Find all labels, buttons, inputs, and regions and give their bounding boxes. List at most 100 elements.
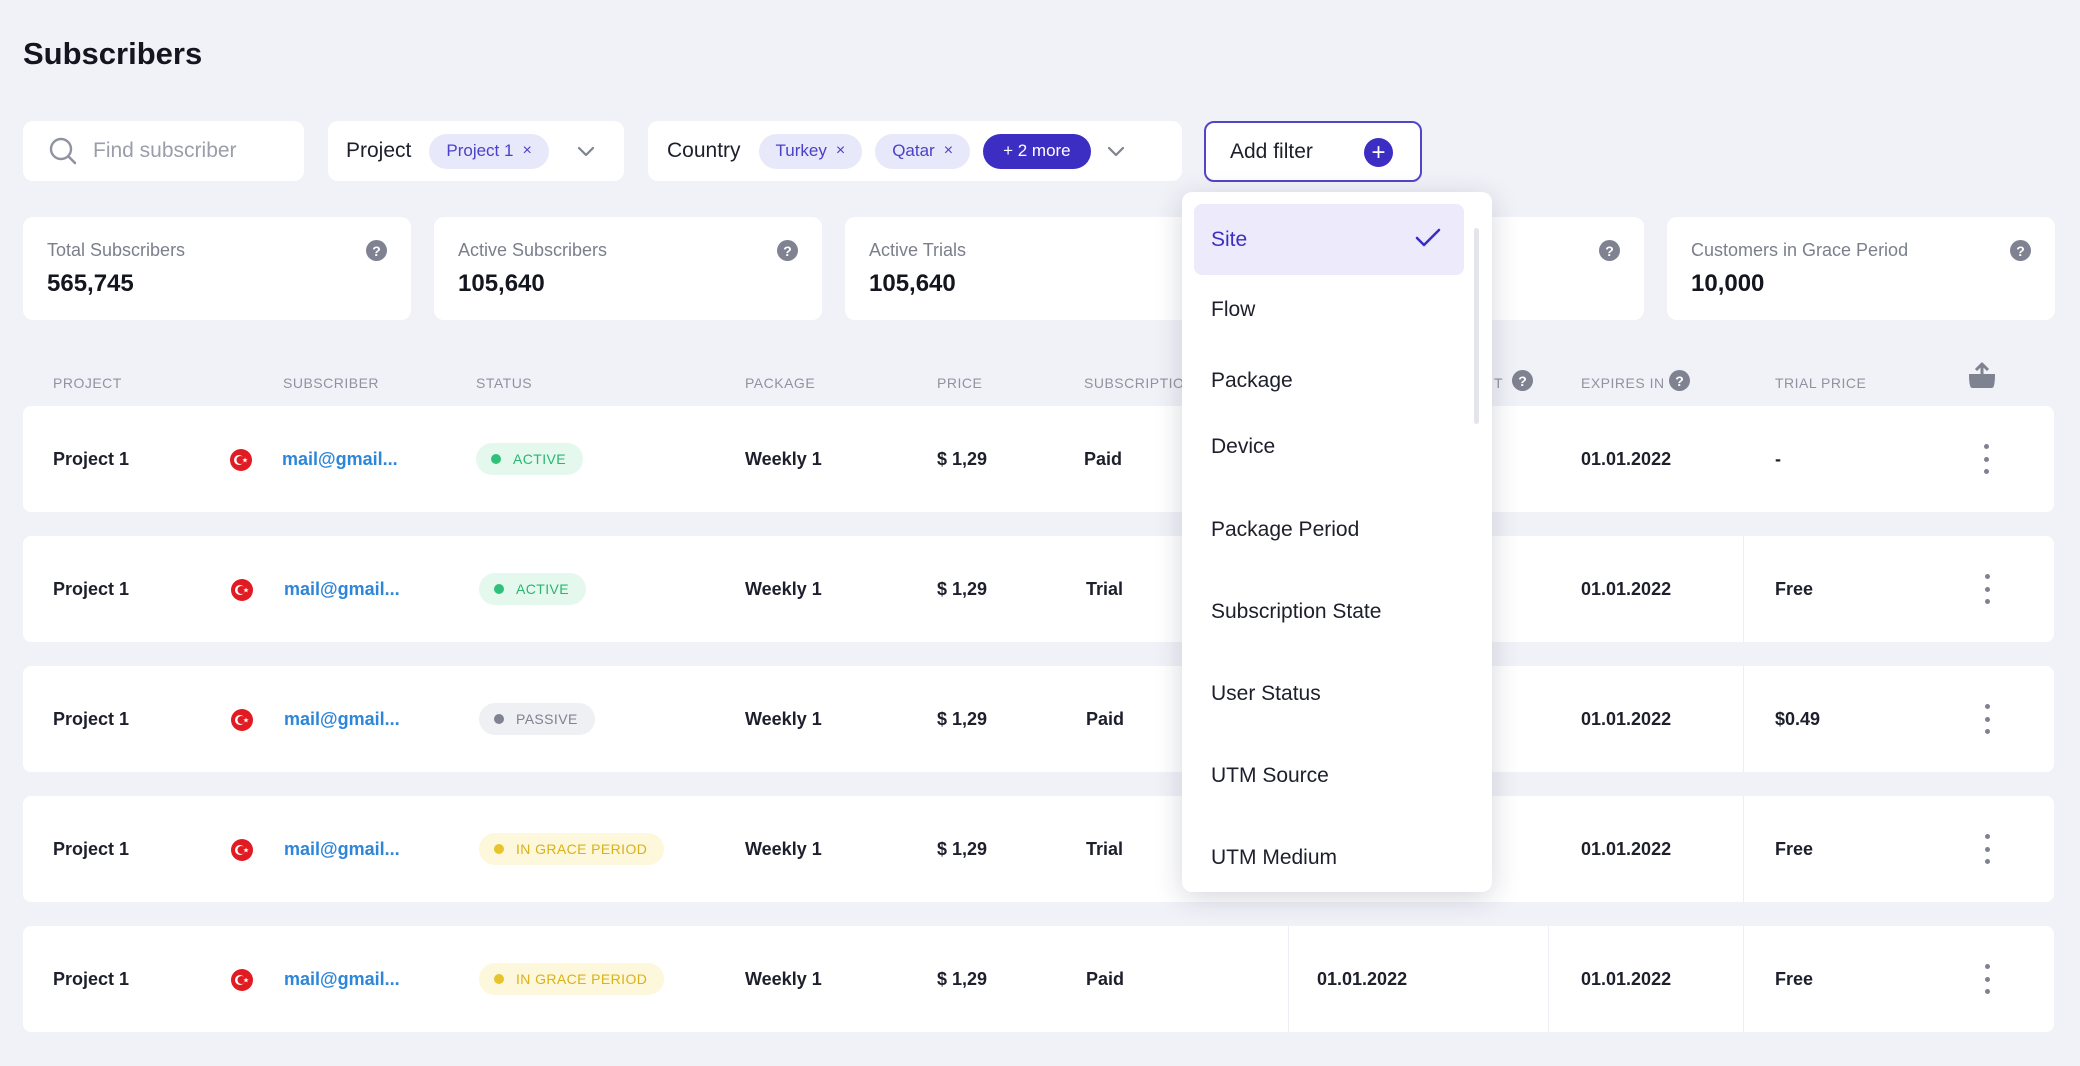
turkey-flag-icon bbox=[230, 449, 252, 471]
project-filter[interactable]: Project Project 1 × bbox=[328, 121, 624, 181]
more-vertical-icon[interactable] bbox=[1981, 444, 1991, 474]
more-vertical-icon[interactable] bbox=[1982, 964, 1992, 994]
dropdown-item-flow[interactable]: Flow bbox=[1211, 298, 1256, 321]
stat-label: Active Trials bbox=[869, 240, 967, 260]
stat-card-grace-period: Customers in Grace Period 10,000 ? bbox=[1667, 217, 2055, 320]
price-cell: $ 1,29 bbox=[937, 838, 988, 859]
col-header-subscriber[interactable]: SUBSCRIBER bbox=[283, 375, 380, 391]
column-divider bbox=[1288, 926, 1289, 1032]
col-header-project[interactable]: PROJECT bbox=[53, 375, 122, 391]
project-cell: Project 1 bbox=[53, 838, 130, 859]
turkey-flag-icon bbox=[231, 579, 253, 601]
price-cell: $ 1,29 bbox=[937, 448, 988, 469]
country-filter[interactable]: Country Turkey × Qatar × + 2 more bbox=[648, 121, 1182, 181]
dropdown-item-utm-source[interactable]: UTM Source bbox=[1211, 764, 1329, 787]
more-vertical-icon[interactable] bbox=[1982, 704, 1992, 734]
stat-value: 10,000 bbox=[1691, 270, 1765, 297]
country-chip-qatar[interactable]: Qatar × bbox=[875, 133, 971, 169]
remove-chip-icon[interactable]: × bbox=[943, 142, 954, 159]
table-row[interactable]: Project 1 mail@gmail... PASSIVE Weekly 1… bbox=[23, 666, 2054, 772]
status-badge: PASSIVE bbox=[479, 703, 595, 735]
subscription-cell: Trial bbox=[1086, 578, 1124, 599]
dropdown-item-label: Site bbox=[1211, 227, 1248, 251]
project-cell: Project 1 bbox=[53, 448, 130, 469]
help-icon[interactable]: ? bbox=[777, 240, 798, 261]
stat-value: 565,745 bbox=[47, 270, 134, 297]
more-vertical-icon[interactable] bbox=[1982, 834, 1992, 864]
help-icon[interactable]: ? bbox=[1512, 370, 1533, 391]
remove-chip-icon[interactable]: × bbox=[522, 142, 532, 159]
col-header-subscription[interactable]: SUBSCRIPTIO bbox=[1084, 375, 1185, 391]
dropdown-item-package-period[interactable]: Package Period bbox=[1211, 518, 1360, 541]
add-filter-label: Add filter bbox=[1230, 139, 1313, 163]
stat-label: Total Subscribers bbox=[47, 240, 186, 260]
status-label: IN GRACE PERIOD bbox=[516, 841, 648, 857]
search-input[interactable]: Find subscriber bbox=[93, 139, 237, 162]
export-icon[interactable] bbox=[1966, 360, 1998, 392]
stat-card-total-subscribers: Total Subscribers 565,745 ? bbox=[23, 217, 411, 320]
search-icon bbox=[47, 135, 79, 167]
status-badge: IN GRACE PERIOD bbox=[479, 963, 665, 995]
dropdown-item-device[interactable]: Device bbox=[1211, 435, 1276, 458]
col-header-renew[interactable]: T bbox=[1494, 375, 1504, 391]
country-chip-turkey[interactable]: Turkey × bbox=[758, 133, 863, 169]
col-header-expires-in[interactable]: EXPIRES IN bbox=[1581, 375, 1665, 391]
status-dot bbox=[491, 454, 501, 464]
status-badge: IN GRACE PERIOD bbox=[479, 833, 665, 865]
col-header-status[interactable]: STATUS bbox=[476, 375, 533, 391]
search-box[interactable]: Find subscriber bbox=[23, 121, 304, 181]
subscriber-email-link[interactable]: mail@gmail... bbox=[284, 968, 400, 989]
project-chip-label: Project 1 bbox=[446, 141, 514, 160]
expires-cell: 01.01.2022 bbox=[1581, 578, 1672, 599]
date-cell: 01.01.2022 bbox=[1317, 968, 1408, 989]
add-filter-button[interactable]: Add filter + bbox=[1204, 121, 1422, 182]
subscription-cell: Paid bbox=[1086, 708, 1125, 729]
subscriber-email-link[interactable]: mail@gmail... bbox=[284, 578, 400, 599]
subscriber-email-link[interactable]: mail@gmail... bbox=[282, 448, 398, 469]
subscription-cell: Trial bbox=[1086, 838, 1124, 859]
more-vertical-icon[interactable] bbox=[1982, 574, 1992, 604]
project-cell: Project 1 bbox=[53, 968, 130, 989]
subscriber-email-link[interactable]: mail@gmail... bbox=[284, 838, 400, 859]
page-title: Subscribers bbox=[23, 36, 203, 71]
dropdown-item-user-status[interactable]: User Status bbox=[1211, 682, 1321, 705]
stat-label: Active Subscribers bbox=[458, 240, 608, 260]
col-header-price[interactable]: PRICE bbox=[937, 375, 983, 391]
subscription-cell: Paid bbox=[1084, 448, 1123, 469]
filter-dropdown-menu: Site Flow Package Device Package Period … bbox=[1182, 192, 1492, 892]
col-header-package[interactable]: PACKAGE bbox=[745, 375, 816, 391]
turkey-flag-icon bbox=[231, 969, 253, 991]
expires-cell: 01.01.2022 bbox=[1581, 448, 1672, 469]
project-filter-label: Project bbox=[346, 139, 412, 162]
column-divider bbox=[1743, 926, 1744, 1032]
help-icon[interactable]: ? bbox=[1669, 370, 1690, 391]
trial-price-cell: Free bbox=[1775, 838, 1814, 859]
column-divider bbox=[1743, 666, 1744, 772]
price-cell: $ 1,29 bbox=[937, 708, 988, 729]
table-row[interactable]: Project 1 mail@gmail... IN GRACE PERIOD … bbox=[23, 796, 2054, 902]
dropdown-item-subscription-state[interactable]: Subscription State bbox=[1211, 600, 1382, 623]
dropdown-item-package[interactable]: Package bbox=[1211, 369, 1293, 392]
remove-chip-icon[interactable]: × bbox=[835, 142, 846, 159]
table-row[interactable]: Project 1 mail@gmail... IN GRACE PERIOD … bbox=[23, 926, 2054, 1032]
col-header-trial-price[interactable]: TRIAL PRICE bbox=[1775, 375, 1867, 391]
project-cell: Project 1 bbox=[53, 708, 130, 729]
status-dot bbox=[494, 584, 504, 594]
subscriber-email-link[interactable]: mail@gmail... bbox=[284, 708, 400, 729]
dropdown-scrollbar[interactable] bbox=[1474, 228, 1479, 424]
more-countries-chip[interactable]: + 2 more bbox=[983, 133, 1091, 169]
expires-cell: 01.01.2022 bbox=[1581, 838, 1672, 859]
table-row[interactable]: Project 1 mail@gmail... ACTIVE Weekly 1 … bbox=[23, 536, 2054, 642]
help-icon[interactable]: ? bbox=[366, 240, 387, 261]
stat-value: 105,640 bbox=[869, 270, 956, 297]
help-icon[interactable]: ? bbox=[1599, 240, 1620, 261]
table-row[interactable]: Project 1 mail@gmail... ACTIVE Weekly 1 … bbox=[23, 406, 2054, 512]
dropdown-item-utm-medium[interactable]: UTM Medium bbox=[1211, 846, 1338, 869]
dropdown-item-site[interactable]: Site bbox=[1194, 204, 1464, 275]
chevron-down-icon[interactable] bbox=[574, 139, 598, 163]
package-cell: Weekly 1 bbox=[745, 968, 822, 989]
chevron-down-icon[interactable] bbox=[1104, 139, 1128, 163]
project-chip[interactable]: Project 1 × bbox=[429, 133, 549, 169]
status-badge: ACTIVE bbox=[476, 443, 583, 475]
help-icon[interactable]: ? bbox=[2010, 240, 2031, 261]
